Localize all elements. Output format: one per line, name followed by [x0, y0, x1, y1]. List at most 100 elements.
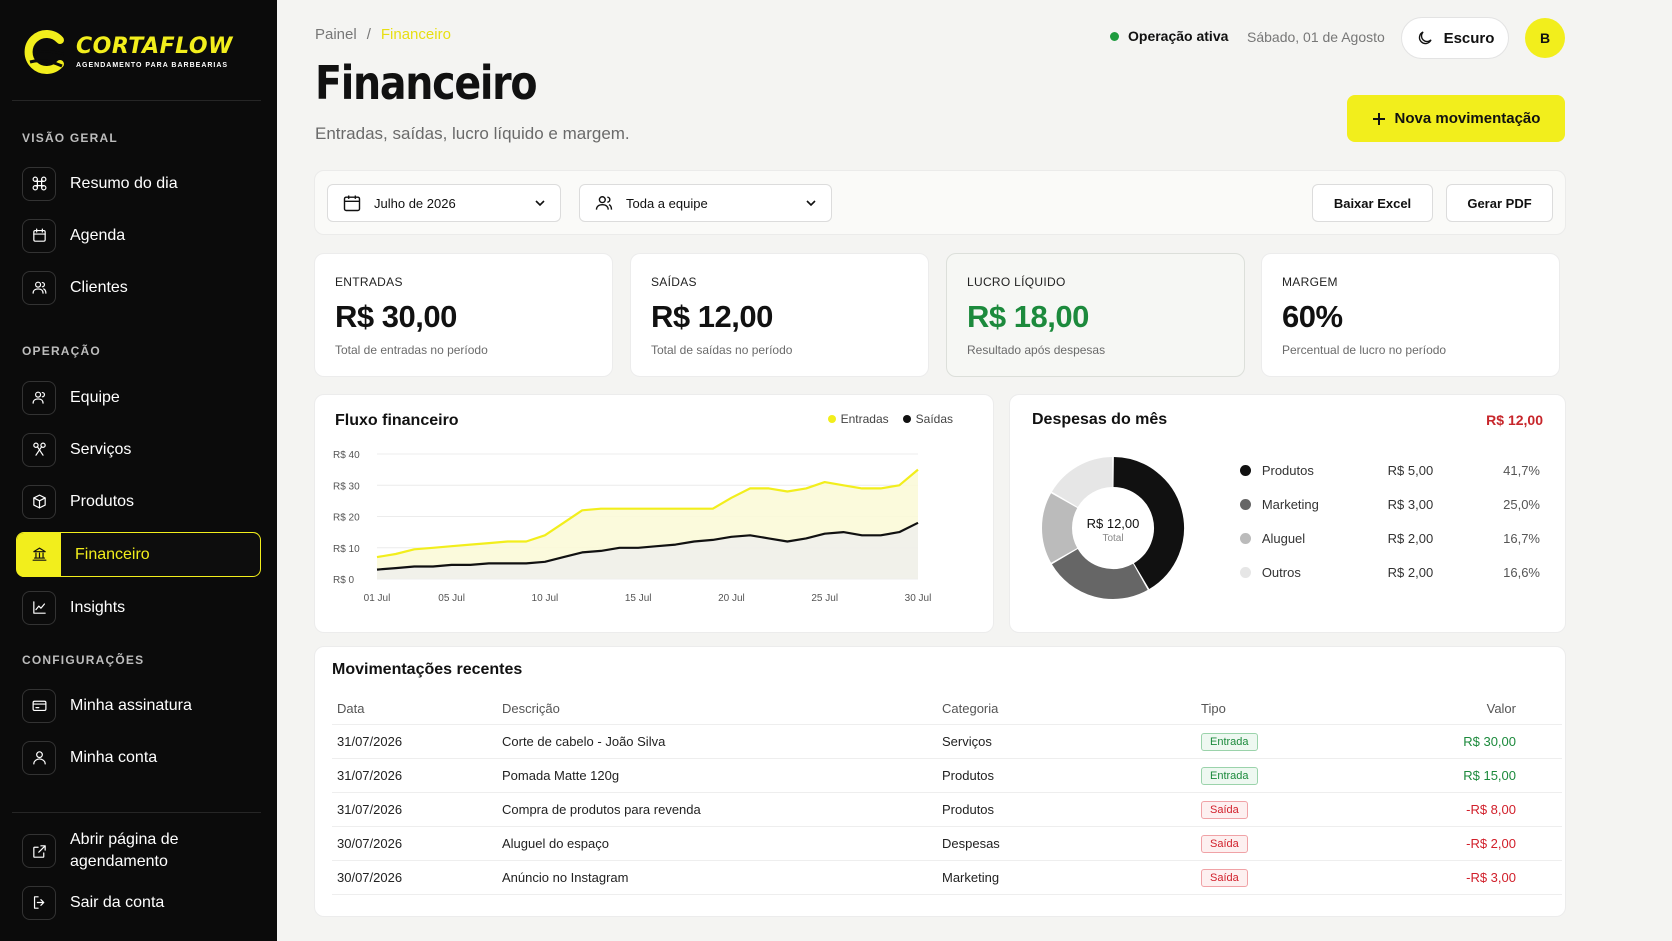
sidebar-item-resumo[interactable]: Resumo do dia: [16, 161, 261, 206]
table-row[interactable]: 30/07/2026 Aluguel do espaço Despesas Saída…: [332, 827, 1562, 861]
chart-line-icon: [22, 590, 56, 625]
expense-row: Produtos R$ 5,00 41,7%: [1240, 460, 1540, 480]
cell-desc: Compra de produtos para revenda: [502, 802, 701, 817]
sidebar-item-servicos[interactable]: Serviços: [16, 427, 261, 472]
sidebar-item-label: Financeiro: [75, 545, 150, 563]
logout-label: Sair da conta: [70, 893, 165, 911]
kpi-label: MARGEM: [1282, 275, 1338, 289]
sidebar-item-label: Equipe: [70, 388, 120, 406]
cell-date: 31/07/2026: [337, 734, 403, 749]
sidebar-item-financeiro[interactable]: Financeiro: [16, 532, 261, 577]
sidebar-divider: [12, 100, 261, 101]
page-subtitle: Entradas, saídas, lucro líquido e margem…: [315, 124, 630, 143]
kpi-card-lucro: LUCRO LÍQUIDO R$ 18,00 Resultado após de…: [946, 253, 1245, 377]
x-tick-label: 30 Jul: [905, 593, 932, 604]
donut-slice-aluguel: [1042, 493, 1078, 563]
sidebar-item-insights[interactable]: Insights: [16, 585, 261, 630]
col-header-value[interactable]: Valor: [1486, 701, 1516, 716]
avatar[interactable]: B: [1525, 18, 1565, 58]
sidebar-item-label: Minha assinatura: [70, 696, 192, 714]
kpi-value: 60%: [1282, 299, 1343, 334]
series-line-saídas: [376, 521, 919, 571]
cell-desc: Aluguel do espaço: [502, 836, 609, 851]
sidebar-item-label: Produtos: [70, 492, 135, 510]
table-row[interactable]: 31/07/2026 Corte de cabelo - João Silva Se…: [332, 725, 1562, 759]
breadcrumb: Painel / Financeiro: [315, 26, 451, 43]
bank-icon: [17, 532, 61, 577]
expenses-donut-chart: [1042, 457, 1184, 599]
table-row[interactable]: 30/07/2026 Anúncio no Instagram Marketing S…: [332, 861, 1562, 895]
section-label-overview: VISÃO GERAL: [22, 131, 118, 145]
plus-icon: [1372, 112, 1385, 125]
sidebar: CORTAFLOW AGENDAMENTO PARA BARBEARIAS VI…: [0, 0, 277, 941]
users-icon: [595, 196, 613, 210]
type-badge: Saída: [1201, 834, 1248, 853]
operation-status: Operação ativa: [1110, 28, 1228, 44]
cashflow-panel: Fluxo financeiro Entradas Saídas R$ 0 R$ …: [314, 394, 994, 633]
users-icon: [22, 270, 56, 305]
brand-name: CORTAFLOW: [76, 34, 233, 59]
new-transaction-label: Nova movimentação: [1394, 110, 1541, 127]
donut-slice-produtos: [1112, 457, 1184, 590]
legend-swatch: [902, 415, 911, 423]
legend-entradas: Entradas: [827, 412, 889, 426]
expense-amount: R$ 3,00: [1387, 496, 1434, 512]
expense-amount: R$ 2,00: [1387, 564, 1434, 580]
table-row[interactable]: 31/07/2026 Pomada Matte 120g Produtos Entra…: [332, 759, 1562, 793]
donut-center: R$ 12,00 Total: [1064, 516, 1162, 544]
brand-logo[interactable]: CORTAFLOW AGENDAMENTO PARA BARBEARIAS: [22, 28, 233, 76]
expense-swatch: [1240, 566, 1251, 578]
cell-desc: Anúncio no Instagram: [502, 870, 629, 885]
cell-type: Saída: [1201, 800, 1401, 819]
x-tick-label: 05 Jul: [438, 593, 465, 604]
sidebar-item-agenda[interactable]: Agenda: [16, 213, 261, 258]
cell-category: Produtos: [942, 802, 995, 817]
scissors-icon: [22, 432, 56, 467]
calendar-icon: [22, 218, 56, 253]
expense-row: Marketing R$ 3,00 25,0%: [1240, 494, 1540, 514]
user-icon: [22, 740, 56, 775]
section-label-settings: CONFIGURAÇÕES: [22, 653, 145, 667]
sidebar-item-equipe[interactable]: Equipe: [16, 375, 261, 420]
x-tick-label: 10 Jul: [532, 593, 559, 604]
movements-panel: Movimentações recentes Data Descrição Ca…: [314, 646, 1566, 917]
col-header-date[interactable]: Data: [337, 701, 365, 716]
period-select[interactable]: Julho de 2026: [327, 184, 561, 222]
section-label-operation: OPERAÇÃO: [22, 344, 101, 358]
download-excel-button[interactable]: Baixar Excel: [1312, 184, 1433, 222]
open-booking-page-link[interactable]: Abrir página de agendamento: [16, 826, 261, 876]
table-row[interactable]: 31/07/2026 Compra de produtos para revend…: [332, 793, 1562, 827]
logout-button[interactable]: Sair da conta: [16, 880, 261, 925]
breadcrumb-root[interactable]: Painel: [315, 26, 357, 43]
external-link-icon: [22, 834, 56, 868]
expense-swatch: [1240, 532, 1251, 544]
col-header-cat[interactable]: Categoria: [942, 701, 999, 716]
sidebar-item-assinatura[interactable]: Minha assinatura: [16, 683, 261, 728]
theme-toggle-button[interactable]: Escuro: [1401, 17, 1509, 59]
cell-date: 31/07/2026: [337, 768, 403, 783]
sidebar-item-label: Insights: [70, 598, 126, 616]
cell-category: Serviços: [942, 734, 992, 749]
sidebar-item-produtos[interactable]: Produtos: [16, 479, 261, 524]
type-badge: Entrada: [1201, 766, 1258, 785]
series-line-entradas: [376, 468, 919, 559]
sidebar-item-clientes[interactable]: Clientes: [16, 265, 261, 310]
command-icon: [22, 166, 56, 201]
kpi-value: R$ 30,00: [335, 299, 457, 334]
theme-toggle-label: Escuro: [1443, 29, 1495, 47]
kpi-sub: Percentual de lucro no período: [1282, 343, 1447, 357]
col-header-desc[interactable]: Descrição: [502, 701, 560, 716]
generate-pdf-button[interactable]: Gerar PDF: [1446, 184, 1553, 222]
kpi-card-margem: MARGEM 60% Percentual de lucro no períod…: [1261, 253, 1560, 377]
expense-row: Outros R$ 2,00 16,6%: [1240, 562, 1540, 582]
team-select[interactable]: Toda a equipe: [579, 184, 832, 222]
sidebar-item-label: Clientes: [70, 278, 128, 296]
col-header-type[interactable]: Tipo: [1201, 701, 1226, 716]
cell-value: -R$ 2,00: [1466, 836, 1516, 851]
expense-row: Aluguel R$ 2,00 16,7%: [1240, 528, 1540, 548]
new-transaction-button[interactable]: Nova movimentação: [1347, 95, 1565, 142]
sidebar-item-conta[interactable]: Minha conta: [16, 735, 261, 780]
y-tick-label: R$ 30: [333, 481, 360, 492]
sidebar-item-label: Agenda: [70, 226, 126, 244]
x-tick-label: 15 Jul: [625, 593, 652, 604]
